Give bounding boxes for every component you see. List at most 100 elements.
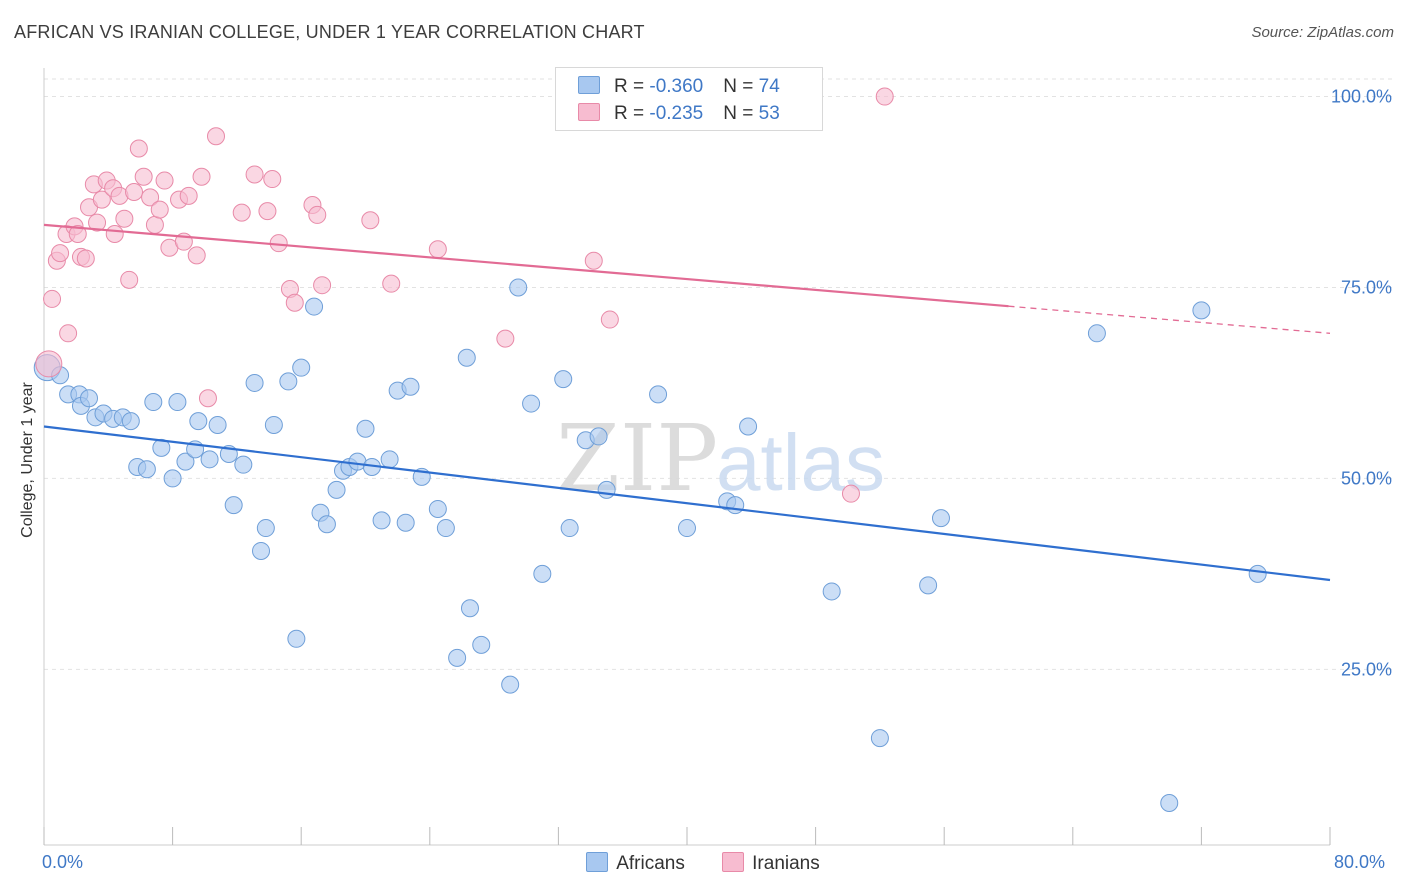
data-point-africans bbox=[822, 582, 841, 601]
y-tick-label: 25.0% bbox=[1341, 659, 1392, 679]
data-point-iranians bbox=[382, 274, 401, 293]
data-point-africans bbox=[144, 393, 163, 412]
data-point-iranians bbox=[120, 270, 139, 289]
data-point-africans bbox=[189, 412, 208, 431]
data-point-africans bbox=[356, 419, 375, 438]
data-point-africans bbox=[279, 372, 298, 391]
data-point-iranians bbox=[141, 188, 160, 207]
data-point-africans bbox=[472, 635, 491, 654]
data-point-iranians bbox=[129, 139, 148, 158]
data-point-africans bbox=[245, 373, 264, 392]
data-point-africans bbox=[121, 412, 140, 431]
data-point-africans bbox=[501, 675, 520, 694]
x-tick-label-max: 80.0% bbox=[1334, 852, 1386, 872]
data-point-africans bbox=[554, 370, 573, 389]
data-point-africans bbox=[380, 450, 399, 469]
data-point-africans bbox=[176, 452, 195, 471]
legend-item-africans: Africans bbox=[586, 852, 685, 875]
grid-lines bbox=[44, 78, 1392, 670]
data-point-iranians bbox=[35, 350, 63, 378]
legend-n-value: 74 bbox=[758, 76, 780, 97]
data-point-iranians bbox=[308, 205, 327, 224]
legend-row-iranians: R = -0.235 N = 53 bbox=[578, 103, 780, 127]
data-point-africans bbox=[649, 385, 668, 404]
data-point-africans bbox=[264, 415, 283, 434]
data-point-africans bbox=[1248, 564, 1267, 583]
data-point-africans bbox=[739, 417, 758, 436]
data-point-iranians bbox=[115, 209, 134, 228]
data-point-iranians bbox=[361, 211, 380, 230]
data-point-africans bbox=[726, 496, 745, 515]
data-point-africans bbox=[200, 450, 219, 469]
data-point-africans bbox=[589, 427, 608, 446]
data-point-iranians bbox=[155, 171, 174, 190]
data-point-africans bbox=[509, 278, 528, 297]
legend-r-value: -0.235 bbox=[649, 103, 704, 124]
data-point-africans bbox=[597, 480, 616, 499]
trend-lines bbox=[43, 223, 1331, 582]
legend-swatch-iranians bbox=[578, 103, 600, 121]
data-point-africans bbox=[931, 509, 950, 528]
data-point-iranians bbox=[76, 249, 95, 268]
data-point-iranians bbox=[841, 484, 860, 503]
trend-line-extension-iranians bbox=[1008, 305, 1331, 334]
data-point-africans bbox=[1087, 324, 1106, 343]
legend-n-value: 53 bbox=[758, 103, 780, 124]
data-point-iranians bbox=[198, 389, 217, 408]
data-point-iranians bbox=[88, 213, 107, 232]
data-point-iranians bbox=[207, 127, 226, 146]
data-point-iranians bbox=[428, 240, 447, 259]
y-tick-label: 100.0% bbox=[1331, 87, 1392, 107]
data-point-africans bbox=[1160, 793, 1179, 812]
data-point-africans bbox=[80, 389, 99, 408]
data-point-iranians bbox=[187, 246, 206, 265]
legend-swatch-iranians bbox=[722, 852, 745, 872]
data-point-iranians bbox=[51, 244, 70, 263]
data-point-iranians bbox=[150, 200, 169, 219]
data-point-iranians bbox=[584, 251, 603, 270]
data-point-africans bbox=[234, 455, 253, 474]
data-point-africans bbox=[317, 515, 336, 534]
legend-r-label: R = bbox=[614, 76, 650, 97]
data-point-iranians bbox=[875, 87, 894, 106]
data-point-africans bbox=[396, 513, 415, 532]
data-point-africans bbox=[436, 519, 455, 538]
data-point-iranians bbox=[496, 329, 515, 348]
data-point-iranians bbox=[59, 324, 78, 343]
data-point-iranians bbox=[43, 289, 62, 308]
data-point-africans bbox=[168, 393, 187, 412]
series-legend: Africans Iranians bbox=[0, 852, 1406, 875]
legend-n-label: N = bbox=[723, 103, 759, 124]
data-point-africans bbox=[428, 499, 447, 518]
data-point-africans bbox=[327, 480, 346, 499]
data-point-iranians bbox=[313, 276, 332, 295]
data-point-africans bbox=[256, 519, 275, 538]
data-point-africans bbox=[533, 564, 552, 583]
x-tick-label-min: 0.0% bbox=[42, 852, 84, 872]
data-point-africans bbox=[678, 519, 696, 538]
data-point-iranians bbox=[232, 203, 251, 222]
data-point-africans bbox=[252, 541, 271, 560]
data-point-africans bbox=[1192, 301, 1211, 320]
data-point-africans bbox=[292, 358, 311, 377]
data-point-africans bbox=[305, 297, 324, 316]
data-point-iranians bbox=[145, 215, 164, 234]
data-point-africans bbox=[152, 438, 171, 457]
trend-line-iranians bbox=[43, 223, 1009, 308]
data-point-iranians bbox=[285, 293, 304, 312]
data-point-iranians bbox=[105, 225, 124, 244]
legend-swatch-africans bbox=[586, 852, 609, 872]
chart-title: AFRICAN VS IRANIAN COLLEGE, UNDER 1 YEAR… bbox=[14, 22, 645, 42]
axes bbox=[43, 68, 1331, 846]
source-credit: Source: ZipAtlas.com bbox=[1251, 24, 1394, 41]
legend-r-value: -0.360 bbox=[649, 76, 704, 97]
trend-line-africans bbox=[43, 425, 1331, 582]
data-point-africans bbox=[460, 599, 479, 618]
data-point-iranians bbox=[263, 170, 282, 189]
data-point-africans bbox=[870, 729, 889, 748]
data-point-iranians bbox=[258, 202, 277, 221]
y-tick-label: 50.0% bbox=[1341, 468, 1392, 488]
data-point-iranians bbox=[179, 186, 198, 205]
data-point-africans bbox=[560, 519, 579, 538]
